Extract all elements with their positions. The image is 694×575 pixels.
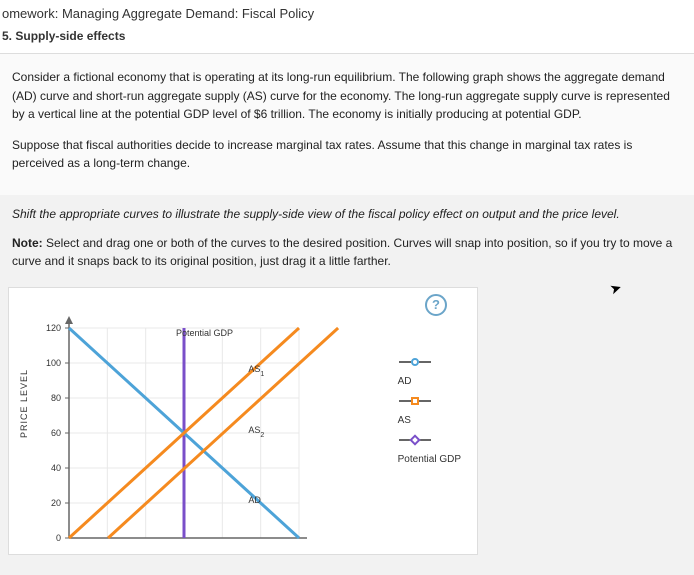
svg-text:40: 40 xyxy=(51,463,61,473)
legend-pgdp[interactable] xyxy=(398,436,461,444)
svg-text:100: 100 xyxy=(46,358,61,368)
question-number: 5. xyxy=(2,29,12,43)
legend: AD AS Potential GDP xyxy=(398,358,461,475)
legend-ad[interactable] xyxy=(398,358,461,366)
instruction-shift: Shift the appropriate curves to illustra… xyxy=(12,205,682,224)
circle-icon xyxy=(411,358,419,366)
help-button[interactable]: ? xyxy=(425,294,447,316)
legend-ad-label: AD xyxy=(398,376,461,387)
instruction-note: Note: Select and drag one or both of the… xyxy=(12,234,682,271)
svg-text:120: 120 xyxy=(46,323,61,333)
svg-text:AS2: AS2 xyxy=(248,425,264,439)
square-icon xyxy=(411,397,419,405)
question-title: 5. Supply-side effects xyxy=(0,25,694,54)
paragraph-1: Consider a fictional economy that is ope… xyxy=(12,68,682,124)
diamond-icon xyxy=(409,434,420,445)
svg-text:AS1: AS1 xyxy=(248,364,264,378)
cursor-icon: ➤ xyxy=(608,279,624,299)
instructions: Shift the appropriate curves to illustra… xyxy=(0,195,694,279)
note-text: Select and drag one or both of the curve… xyxy=(12,236,672,269)
svg-text:60: 60 xyxy=(51,428,61,438)
legend-pgdp-label: Potential GDP xyxy=(398,454,461,465)
breadcrumb: omework: Managing Aggregate Demand: Fisc… xyxy=(0,0,694,25)
question-name: Supply-side effects xyxy=(15,29,125,43)
question-body: Consider a fictional economy that is ope… xyxy=(0,54,694,195)
paragraph-2: Suppose that fiscal authorities decide t… xyxy=(12,136,682,173)
svg-text:80: 80 xyxy=(51,393,61,403)
svg-text:20: 20 xyxy=(51,498,61,508)
svg-text:Potential GDP: Potential GDP xyxy=(176,328,233,338)
chart-panel[interactable]: ? AD AS Potential GDP PRICE LEVEL 0 20 40 6… xyxy=(8,287,478,555)
legend-as-label: AS xyxy=(398,415,461,426)
y-axis-label: PRICE LEVEL xyxy=(19,369,29,438)
note-label: Note: xyxy=(12,236,43,250)
svg-text:AD: AD xyxy=(248,495,261,505)
svg-text:0: 0 xyxy=(56,533,61,543)
legend-as[interactable] xyxy=(398,397,461,405)
